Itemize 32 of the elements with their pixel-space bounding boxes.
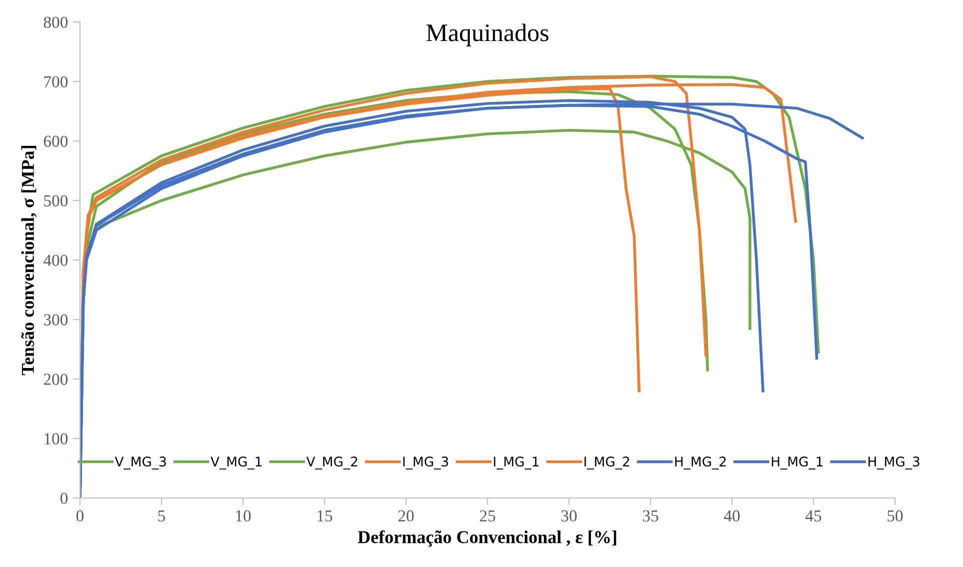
legend-label: V_MG_1 [210,456,262,470]
x-tick-label: 40 [724,510,740,522]
y-tick-label: 200 [44,374,68,385]
legend-label: I_MG_1 [494,456,539,470]
x-tick-label: 5 [158,510,166,522]
x-tick-label: 20 [398,510,414,522]
x-tick-label: 30 [561,510,577,522]
y-tick-label: 600 [44,136,68,147]
y-tick-label: 400 [44,254,68,266]
x-tick-label: 35 [642,510,658,522]
y-tick-label: 300 [44,314,68,326]
legend-label: H_MG_2 [675,456,726,470]
legend-label: I_MG_3 [403,456,448,470]
x-tick-label: 25 [480,510,496,522]
legend-label: V_MG_2 [306,456,358,470]
legend-label: H_MG_3 [868,456,920,470]
y-tick-label: 800 [44,16,68,28]
y-tick-label: 700 [44,76,68,88]
x-tick-label: 50 [888,510,903,522]
y-tick-label: 0 [60,492,68,504]
y-tick-label: 500 [44,195,68,206]
x-tick-label: 10 [236,510,251,522]
x-tick-label: 0 [76,510,84,522]
chart-title: Maquinados [426,24,548,46]
x-tick-label: 45 [805,510,822,522]
y-axis-title: Tensão convencional, σ [MPa] [21,146,37,376]
y-tick-label: 100 [44,433,68,444]
legend-label: I_MG_2 [584,456,630,470]
x-axis-title: Deformação Convencional , ε [%] [358,530,616,547]
legend-label: V_MG_3 [114,456,166,470]
x-tick-label: 15 [318,510,332,522]
legend-label: H_MG_1 [772,456,822,470]
